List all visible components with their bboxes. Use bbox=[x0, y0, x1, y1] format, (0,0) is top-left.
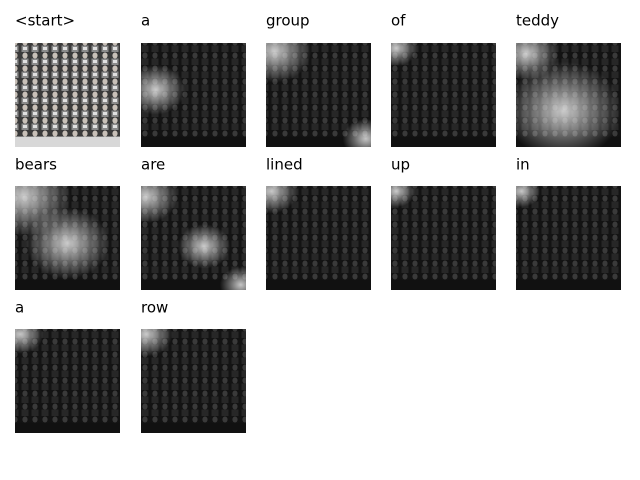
attention-panel: a bbox=[15, 299, 120, 433]
floor bbox=[266, 136, 371, 147]
floor bbox=[391, 136, 496, 147]
attention-panel: a bbox=[141, 12, 246, 147]
floor bbox=[391, 279, 496, 290]
attention-glow bbox=[342, 119, 371, 147]
word-label: row bbox=[141, 299, 168, 317]
floor bbox=[141, 279, 246, 290]
attention-image bbox=[391, 186, 496, 290]
floor bbox=[15, 279, 120, 290]
attention-glow bbox=[219, 266, 246, 290]
attention-image bbox=[266, 186, 371, 290]
word-label: teddy bbox=[516, 12, 559, 30]
attention-image bbox=[141, 186, 246, 290]
attention-glow bbox=[141, 186, 178, 224]
floor bbox=[15, 136, 120, 147]
floor bbox=[141, 422, 246, 433]
word-label: up bbox=[391, 156, 410, 174]
attention-panel: lined bbox=[266, 156, 371, 290]
floor bbox=[516, 279, 621, 290]
attention-panel: in bbox=[516, 156, 621, 290]
word-label: lined bbox=[266, 156, 303, 174]
word-label: in bbox=[516, 156, 530, 174]
word-label: a bbox=[15, 299, 24, 317]
attention-image bbox=[266, 43, 371, 147]
attention-image bbox=[141, 329, 246, 433]
attention-panel: <start> bbox=[15, 12, 120, 147]
attention-panel: row bbox=[141, 299, 246, 433]
attention-panel: bears bbox=[15, 156, 120, 290]
attention-glow bbox=[516, 43, 558, 81]
attention-glow bbox=[516, 186, 541, 208]
attention-glow bbox=[266, 186, 298, 214]
attention-image bbox=[15, 186, 120, 290]
attention-panel: teddy bbox=[516, 12, 621, 147]
attention-image bbox=[516, 43, 621, 147]
attention-image bbox=[15, 329, 120, 433]
attention-glow bbox=[15, 329, 44, 354]
attention-glow bbox=[391, 43, 418, 67]
word-label: group bbox=[266, 12, 310, 30]
word-label: a bbox=[141, 12, 150, 30]
attention-image bbox=[391, 43, 496, 147]
attention-glow bbox=[141, 64, 186, 115]
attention-panel: are bbox=[141, 156, 246, 290]
attention-image bbox=[15, 43, 120, 147]
attention-glow bbox=[516, 61, 621, 147]
word-label: bears bbox=[15, 156, 57, 174]
attention-panel: up bbox=[391, 156, 496, 290]
photo bbox=[15, 43, 120, 147]
attention-glow bbox=[177, 224, 231, 269]
attention-image bbox=[516, 186, 621, 290]
floor bbox=[15, 422, 120, 433]
attention-panel: group bbox=[266, 12, 371, 147]
attention-panel: of bbox=[391, 12, 496, 147]
word-label: <start> bbox=[15, 12, 75, 30]
attention-glow bbox=[391, 186, 416, 208]
floor bbox=[141, 136, 246, 147]
word-label: of bbox=[391, 12, 406, 30]
attention-glow bbox=[141, 329, 173, 357]
word-label: are bbox=[141, 156, 165, 174]
attention-image bbox=[141, 43, 246, 147]
attention-glow bbox=[266, 43, 312, 83]
attention-glow bbox=[25, 207, 110, 279]
floor bbox=[266, 279, 371, 290]
